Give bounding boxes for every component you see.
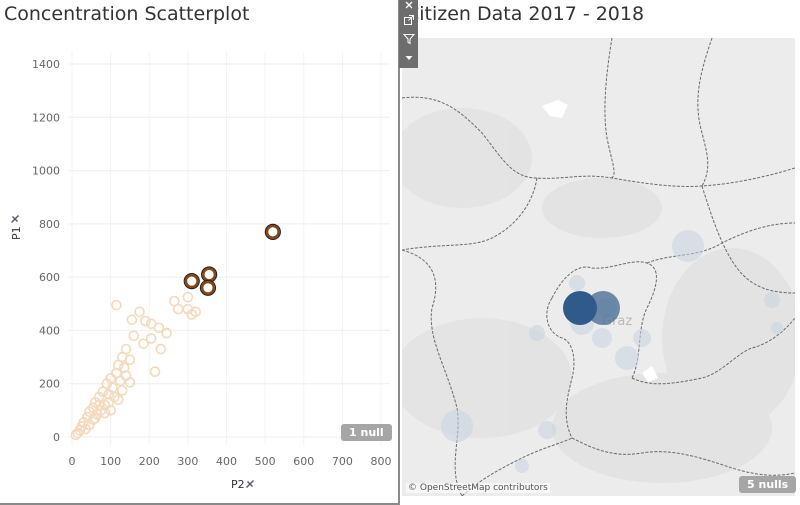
y-axis-label: P1 [10, 226, 23, 240]
scatter-point[interactable] [138, 338, 149, 350]
scatter-point[interactable] [103, 389, 114, 400]
y-tick-label-7: 1400 [32, 58, 60, 71]
highlighted-point[interactable] [183, 273, 200, 290]
y-tick-label-3: 600 [39, 271, 60, 284]
close-icon[interactable] [399, 0, 418, 13]
scatter-point[interactable] [182, 291, 194, 303]
scatter-point[interactable] [128, 330, 140, 342]
scatter-point[interactable] [172, 303, 184, 315]
scatter-point[interactable] [124, 354, 136, 366]
highlighted-point[interactable] [201, 266, 218, 283]
null-count-badge[interactable]: 1 null [341, 424, 392, 441]
filter-icon[interactable] [399, 31, 418, 47]
x-tick-label-2: 200 [139, 455, 160, 468]
y-tick-label-5: 1000 [32, 165, 60, 178]
scatter-point[interactable] [153, 322, 165, 334]
scatter-point[interactable] [99, 407, 111, 419]
y-tick-label-6: 1200 [32, 111, 60, 124]
scatter-point[interactable] [134, 306, 145, 318]
popout-icon[interactable] [399, 12, 418, 28]
chart-grid [68, 52, 390, 445]
scatter-point[interactable] [89, 413, 101, 424]
x-tick-label-3: 300 [177, 455, 198, 468]
scatter-point[interactable] [149, 366, 161, 378]
map-view[interactable]: Graz [402, 38, 795, 496]
x-tick-label-7: 700 [332, 455, 353, 468]
highlighted-point[interactable] [264, 223, 281, 240]
scatter-point[interactable] [113, 394, 124, 406]
scatterplot-title: Concentration Scatterplot [4, 3, 250, 25]
scatter-point[interactable] [116, 385, 128, 396]
district-borders [402, 38, 795, 496]
scatter-point[interactable] [111, 299, 122, 311]
scatter-point[interactable] [105, 405, 116, 416]
map-null-count-badge[interactable]: 5 nulls [739, 476, 797, 493]
scatter-point[interactable] [145, 333, 157, 344]
scatterplot-panel: Concentration Scatterplot 0 200 400 600 800 1… [0, 0, 400, 505]
x-tick-label-0: 0 [69, 455, 76, 468]
scatter-point[interactable] [124, 377, 136, 388]
x-tick-label-4: 400 [216, 455, 237, 468]
x-axis-label: P2 [231, 478, 245, 491]
scatter-point[interactable] [72, 427, 84, 439]
scatter-point[interactable] [190, 306, 201, 318]
x-tick-label-5: 500 [255, 455, 276, 468]
viz-toolbar [399, 0, 418, 68]
scatter-point[interactable] [70, 429, 82, 441]
faded-points [70, 291, 201, 441]
map-attribution[interactable]: © OpenStreetMap contributors [406, 483, 550, 493]
scatter-point[interactable] [93, 399, 105, 411]
highlighted-point[interactable] [199, 279, 217, 296]
y-tick-label-2: 400 [39, 324, 60, 337]
y-tick-label-4: 800 [39, 218, 60, 231]
y-tick-label-1: 200 [39, 378, 60, 391]
map-right-edge [795, 38, 800, 496]
scatter-point[interactable] [161, 327, 172, 339]
scatterplot-chart[interactable]: 0 200 400 600 800 1000 1200 1400 0 100 200 300 400 5… [0, 0, 400, 505]
scatter-point[interactable] [140, 315, 151, 327]
highlighted-points [183, 223, 281, 296]
dropdown-icon[interactable] [399, 50, 418, 66]
terrain-texture [402, 108, 795, 483]
white-patch [542, 100, 658, 382]
scatter-point[interactable] [155, 343, 167, 355]
map-canvas[interactable]: Graz [402, 38, 795, 496]
map-title: Citizen Data 2017 - 2018 [406, 3, 645, 25]
y-tick-label-0: 0 [53, 431, 60, 444]
x-axis-ticks: 0 100 200 300 400 500 600 700 800 [69, 455, 392, 468]
map-bubbles-strong [563, 291, 620, 325]
x-tick-label-8: 800 [371, 455, 392, 468]
x-tick-label-1: 100 [100, 455, 121, 468]
y-axis-pin-icon[interactable] [11, 215, 19, 223]
x-tick-label-6: 600 [293, 455, 314, 468]
x-axis-pin-icon[interactable] [246, 480, 254, 488]
scatter-point[interactable] [126, 314, 138, 326]
y-axis-ticks: 0 200 400 600 800 1000 1200 1400 [32, 58, 60, 444]
